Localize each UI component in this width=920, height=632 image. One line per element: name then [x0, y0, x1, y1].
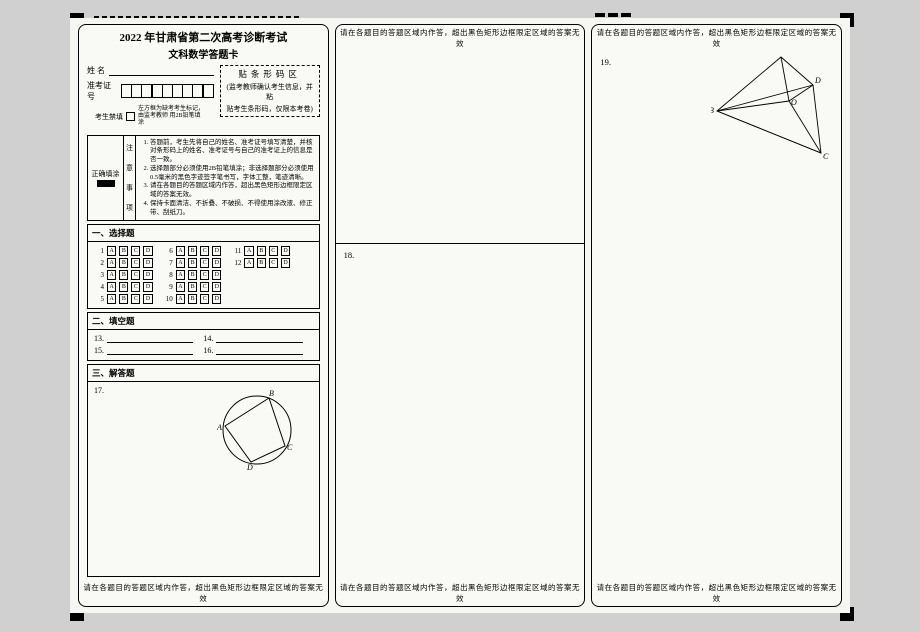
fill-grid: 13.14.15.16. [88, 330, 319, 360]
mc-row-4[interactable]: 4ABCD [94, 282, 153, 292]
svg-text:D: D [246, 463, 253, 472]
section-fill-title: 二、填空题 [88, 313, 319, 330]
diagram-q19: P B C D O [711, 55, 831, 165]
panel-footer-2: 请在各题目的答题区域内作答，超出黑色矩形边框限定区域的答案无效 [336, 580, 585, 606]
barcode-zone: 贴条形码区 (监考教师确认考生信息，并粘 贴考生条形码，仅限本考卷) [220, 65, 320, 117]
svg-text:O: O [791, 98, 797, 107]
mc-row-11[interactable]: 11ABCD [231, 246, 290, 256]
correct-fill-label: 正确填涂 [92, 169, 120, 179]
fill-item[interactable]: 13. [94, 333, 203, 343]
svg-text:B: B [269, 390, 274, 398]
panel-header-2: 请在各题目的答题区域内作答，超出黑色矩形边框限定区域的答案无效 [336, 25, 585, 51]
panel-footer-3: 请在各题目的答题区域内作答，超出黑色矩形边框限定区域的答案无效 [592, 580, 841, 606]
mc-row-10[interactable]: 10ABCD [163, 294, 222, 304]
mc-row-8[interactable]: 8ABCD [163, 270, 222, 280]
panel-left: 2022 年甘肃省第二次高考诊断考试 文科数学答题卡 姓 名 准考证号 考生禁填 [78, 24, 329, 607]
svg-text:C: C [287, 443, 293, 452]
title-block: 2022 年甘肃省第二次高考诊断考试 文科数学答题卡 [79, 25, 328, 63]
title-line2: 文科数学答题卡 [79, 46, 328, 61]
panel-footer-1: 请在各题目的答题区域内作答，超出黑色矩形边框限定区域的答案无效 [79, 580, 328, 606]
panel-middle: 请在各题目的答题区域内作答，超出黑色矩形边框限定区域的答案无效 18. 请在各题… [335, 24, 586, 607]
svg-text:C: C [823, 152, 829, 161]
correct-fill-sample [97, 180, 115, 187]
section-fill: 二、填空题 13.14.15.16. [87, 312, 320, 361]
svg-text:A: A [217, 423, 222, 432]
q17-number: 17. [94, 386, 104, 395]
mc-grid: 1ABCD 2ABCD 3ABCD 4ABCD 5ABCD 6ABCD 7ABCD 8ABCD… [88, 242, 319, 308]
instructions-box: 正确填涂 注意事项 答题前，考生先将自己的姓名、准考证号填写清楚，并核对条形码上… [87, 135, 320, 222]
barcode-note2: 贴考生条形码，仅限本考卷) [224, 104, 316, 114]
fill-item[interactable]: 15. [94, 345, 203, 355]
answer-sheet: 2022 年甘肃省第二次高考诊断考试 文科数学答题卡 姓 名 准考证号 考生禁填 [70, 18, 850, 613]
name-field[interactable] [109, 66, 214, 76]
mc-row-12[interactable]: 12ABCD [231, 258, 290, 268]
fill-item[interactable]: 14. [203, 333, 312, 343]
title-line1: 2022 年甘肃省第二次高考诊断考试 [79, 29, 328, 45]
absent-checkbox[interactable] [126, 112, 135, 121]
mc-row-7[interactable]: 7ABCD [163, 258, 222, 268]
exam-id-boxes[interactable] [122, 84, 214, 98]
panel-right: 请在各题目的答题区域内作答，超出黑色矩形边框限定区域的答案无效 19. PBCD… [591, 24, 842, 607]
mc-row-5[interactable]: 5ABCD [94, 294, 153, 304]
mc-row-3[interactable]: 3ABCD [94, 270, 153, 280]
diagram-q17: A B C D [217, 390, 301, 474]
mc-row-2[interactable]: 2ABCD [94, 258, 153, 268]
svg-text:P: P [780, 55, 786, 56]
svg-text:D: D [814, 76, 821, 85]
svg-text:B: B [711, 106, 714, 115]
section-free-title: 三、解答题 [88, 365, 319, 382]
section-mc-title: 一、选择题 [88, 225, 319, 242]
forbid-note: 左方框为缺考考生标记，由监考教师 用2B铅笔填涂 [138, 106, 206, 128]
q17-area[interactable]: 17. A B C D [88, 382, 319, 576]
barcode-note1: (监考教师确认考生信息，并粘 [224, 82, 316, 102]
mc-row-9[interactable]: 9ABCD [163, 282, 222, 292]
panel-header-3: 请在各题目的答题区域内作答，超出黑色矩形边框限定区域的答案无效 [592, 25, 841, 51]
instruction-list: 答题前，考生先将自己的姓名、准考证号填写清楚，并核对条形码上的姓名、准考证号与自… [140, 139, 315, 218]
mc-row-1[interactable]: 1ABCD [94, 246, 153, 256]
barcode-title: 贴条形码区 [224, 68, 316, 80]
mc-row-6[interactable]: 6ABCD [163, 246, 222, 256]
section-free: 三、解答题 17. A B C D [87, 364, 320, 577]
forbid-label: 考生禁填 [95, 112, 123, 122]
q18-number: 18. [336, 244, 585, 266]
section-mc: 一、选择题 1ABCD 2ABCD 3ABCD 4ABCD 5ABCD 6ABCD 7ABC… [87, 224, 320, 309]
name-label: 姓 名 [87, 65, 105, 76]
fill-item[interactable]: 16. [203, 345, 312, 355]
notice-column: 注意事项 [124, 136, 136, 221]
q17-continued-area[interactable] [336, 51, 585, 243]
exam-id-label: 准考证号 [87, 80, 118, 102]
